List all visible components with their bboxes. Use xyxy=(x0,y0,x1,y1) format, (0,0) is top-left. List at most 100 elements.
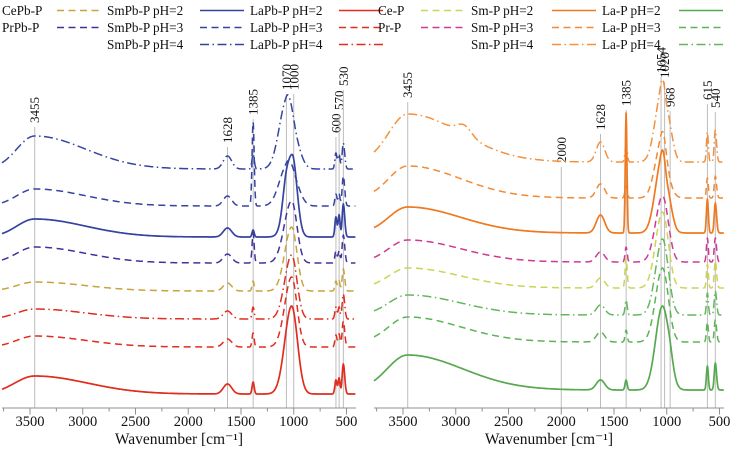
spectrum-La-P-pH-4 xyxy=(373,238,724,316)
legend-item: Ce-P xyxy=(378,2,466,19)
legend-item: Pr-P xyxy=(378,19,466,36)
legend-line-sample xyxy=(421,26,465,29)
legend-item-label: PrPb-P xyxy=(2,19,40,35)
spectrum-SmPb-P-pH-2 xyxy=(1,153,356,238)
spectrum-Sm-P-pH-2 xyxy=(373,112,725,234)
spectrum-LaPb-P-pH-4 xyxy=(1,254,356,320)
x-tick-label: 2000 xyxy=(547,414,576,430)
spectrum-La-P-pH-3 xyxy=(373,267,724,343)
legend-item: LaPb-P pH=2 xyxy=(250,2,384,19)
legend-line-sample xyxy=(200,9,244,12)
legend-item: La-P pH=4 xyxy=(602,36,724,53)
legend-line-sample xyxy=(339,43,383,46)
spectrum-LaPb-P-pH-3 xyxy=(1,276,356,348)
legend-item-label: LaPb-P pH=4 xyxy=(250,36,323,52)
legend-item-label: LaPb-P pH=2 xyxy=(250,2,323,18)
legend-column: Ce-P Pr-P xyxy=(378,2,466,36)
band-annotation-3455: 3455 xyxy=(400,72,415,98)
legend-item-label: SmPb-P pH=3 xyxy=(107,19,184,35)
x-tick-label: 500 xyxy=(336,414,358,430)
x-tick-label: 1000 xyxy=(652,414,681,430)
x-tick-label: 2500 xyxy=(121,414,150,430)
x-tick-label: 3000 xyxy=(68,414,97,430)
legend-column: LaPb-P pH=2 LaPb-P pH=3 LaPb-P pH=4 xyxy=(250,2,384,53)
band-annotation-600: 600 xyxy=(328,114,343,134)
band-annotation-2000: 2000 xyxy=(554,137,569,163)
band-annotation-1385: 1385 xyxy=(246,89,261,115)
legend-item: CePb-P xyxy=(2,2,102,19)
spectrum-PrPb-P xyxy=(1,200,356,264)
band-annotation-540: 540 xyxy=(708,89,723,109)
legend-line-sample xyxy=(552,26,596,29)
spectrum-CePb-P xyxy=(1,226,356,292)
x-tick-label: 1000 xyxy=(279,414,308,430)
legend-line-sample xyxy=(57,9,101,12)
spectrum-Sm-P-pH-4 xyxy=(373,78,724,163)
spectrum-SmPb-P-pH-3 xyxy=(1,121,356,207)
x-tick-label: 3500 xyxy=(389,414,418,430)
legend-item: SmPb-P pH=2 xyxy=(107,2,245,19)
legend-line-sample xyxy=(421,9,465,12)
legend-line-sample xyxy=(552,9,596,12)
band-annotation-3455: 3455 xyxy=(27,97,42,123)
legend-item-label: Sm-P pH=4 xyxy=(471,36,534,52)
legend-item-label: La-P pH=2 xyxy=(602,2,661,18)
legend-line-sample xyxy=(339,9,383,12)
x-tick-label: 1500 xyxy=(227,414,256,430)
legend-item: PrPb-P xyxy=(2,19,102,36)
legend-item-label: LaPb-P pH=3 xyxy=(250,19,323,35)
band-annotation-570: 570 xyxy=(332,91,347,111)
legend-column: CePb-P PrPb-P xyxy=(2,2,102,36)
spectrum-Sm-P-pH-3 xyxy=(373,130,724,199)
band-annotation-1628: 1628 xyxy=(593,104,608,130)
legend-item: Sm-P pH=3 xyxy=(471,19,597,36)
legend-column: SmPb-P pH=2 SmPb-P pH=3 SmPb-P pH=4 xyxy=(107,2,245,53)
x-tick-label: 2000 xyxy=(174,414,203,430)
band-annotation-1020: 1020 xyxy=(657,52,672,78)
legend-item: LaPb-P pH=3 xyxy=(250,19,384,36)
legend-line-sample xyxy=(552,43,596,46)
legend-item-label: SmPb-P pH=2 xyxy=(107,2,184,18)
band-annotation-530: 530 xyxy=(336,67,351,87)
x-tick-label: 2500 xyxy=(494,414,523,430)
legend-line-sample xyxy=(200,26,244,29)
legend-line-sample xyxy=(57,26,101,29)
legend-line-sample xyxy=(200,43,244,46)
x-axis-title-right: Wavenumber [cm⁻¹] xyxy=(485,431,613,448)
legend-item-label: CePb-P xyxy=(2,2,43,18)
legend-item: Sm-P pH=4 xyxy=(471,36,597,53)
spectrum-SmPb-P-pH-4 xyxy=(1,94,356,170)
legend-column: La-P pH=2 La-P pH=3 La-P pH=4 xyxy=(602,2,724,53)
legend-item: LaPb-P pH=4 xyxy=(250,36,384,53)
legend-right: Ce-P Pr-P Sm-P pH=2 Sm-P pH=3 Sm-P pH=4 La-P … xyxy=(378,2,724,53)
band-annotation-1628: 1628 xyxy=(220,117,235,143)
spectrum-LaPb-P-pH-2 xyxy=(1,305,356,395)
legend-line-sample xyxy=(679,9,723,12)
legend-left: CePb-P PrPb-P SmPb-P pH=2 SmPb-P pH=3 SmPb-P… xyxy=(2,2,384,53)
legend-item: Sm-P pH=2 xyxy=(471,2,597,19)
spectrum-Pr-P xyxy=(373,195,724,263)
legend-item-label: Ce-P xyxy=(378,2,405,18)
legend-item: La-P pH=2 xyxy=(602,2,724,19)
spectrum-La-P-pH-2 xyxy=(373,305,725,391)
x-tick-label: 3000 xyxy=(441,414,470,430)
spectrum-Ce-P xyxy=(373,211,724,289)
legend-item-label: Sm-P pH=3 xyxy=(471,19,534,35)
legend-item-label: Sm-P pH=2 xyxy=(471,2,534,18)
legend-item-label: La-P pH=3 xyxy=(602,19,661,35)
band-annotation-1070: 1070 xyxy=(279,64,294,90)
x-tick-label: 1500 xyxy=(600,414,629,430)
band-annotation-1054: 1054 xyxy=(654,47,669,74)
legend-line-sample xyxy=(679,26,723,29)
x-tick-label: 3500 xyxy=(16,414,45,430)
legend-line-sample xyxy=(339,26,383,29)
legend-item-label: SmPb-P pH=4 xyxy=(107,36,184,52)
x-axis-title-left: Wavenumber [cm⁻¹] xyxy=(115,431,243,448)
legend-item: La-P pH=3 xyxy=(602,19,724,36)
band-annotation-1000: 1000 xyxy=(286,64,301,90)
legend-item-label: La-P pH=4 xyxy=(602,36,661,52)
legend-item: SmPb-P pH=4 xyxy=(107,36,245,53)
